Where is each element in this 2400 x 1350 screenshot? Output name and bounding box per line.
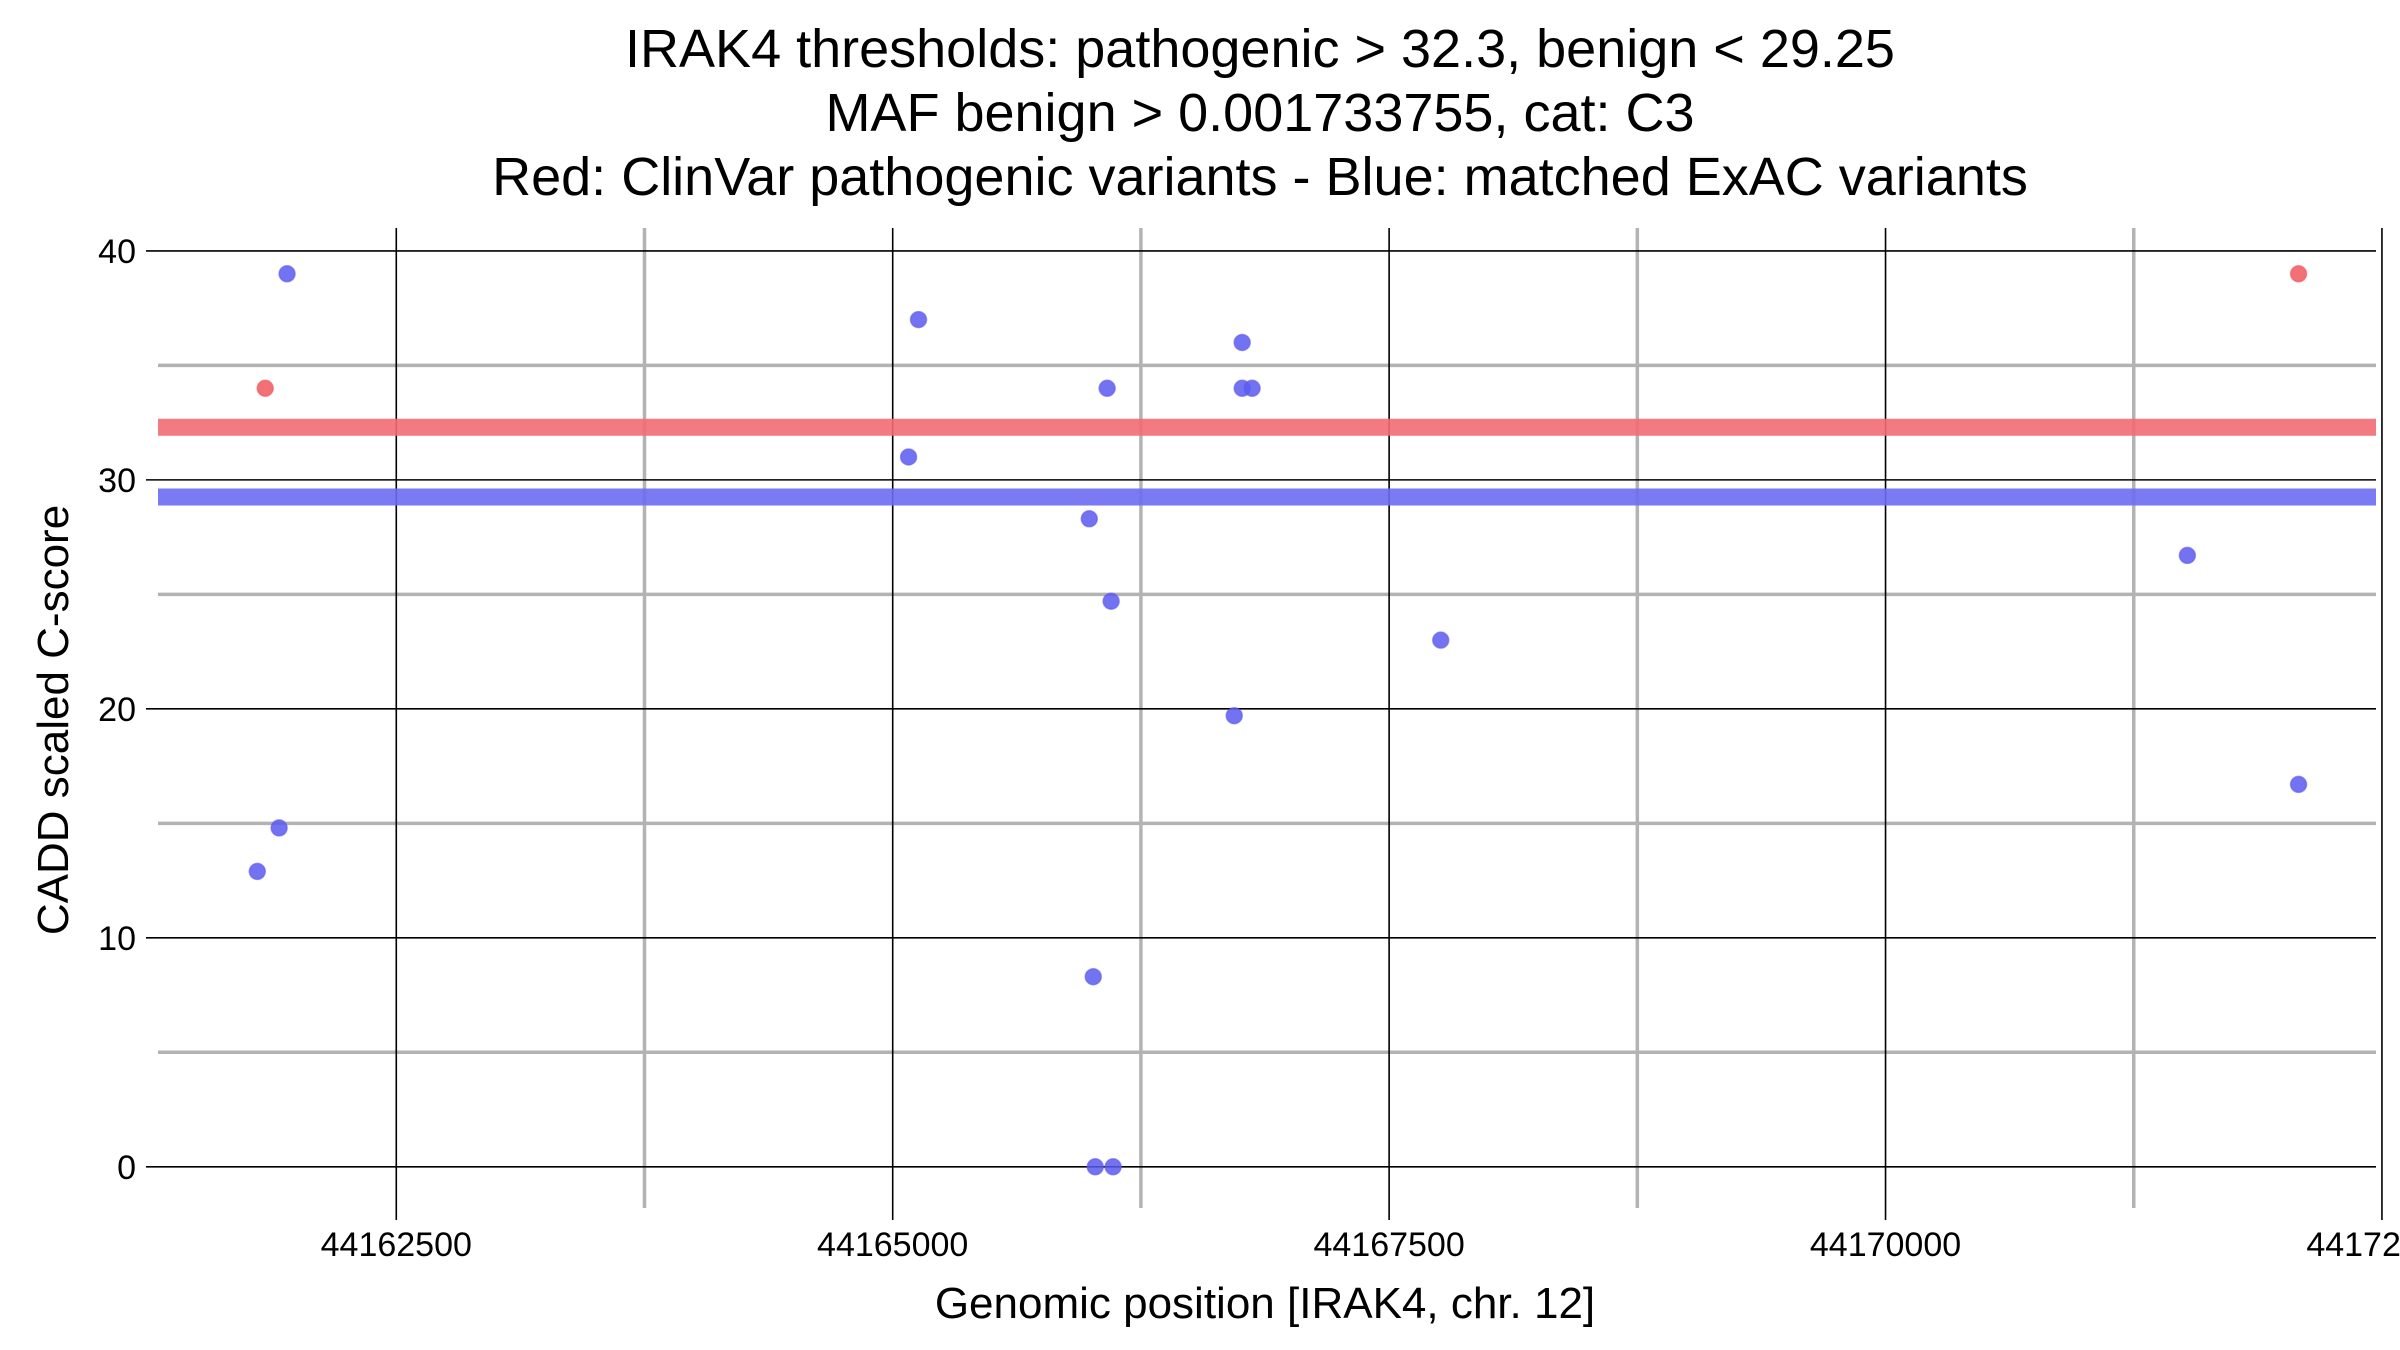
exac-variant-point (1098, 379, 1116, 398)
x-axis-label: Genomic position [IRAK4, chr. 12] (935, 1279, 1595, 1328)
exac-variant-point (278, 265, 296, 283)
exac-variant-point (1243, 379, 1261, 398)
y-tick-label: 20 (98, 691, 136, 729)
exac-variant-point (2178, 546, 2197, 565)
y-tick-label: 10 (98, 920, 136, 958)
exac-variant-point (1233, 333, 1251, 352)
x-tick-label: 44165000 (817, 1226, 968, 1264)
exac-variant-point (1102, 592, 1120, 610)
chart-title-line-3: Red: ClinVar pathogenic variants - Blue:… (492, 147, 2028, 207)
y-tick-label: 30 (98, 462, 136, 500)
exac-variant-point (1084, 967, 1103, 986)
y-tick-label: 0 (117, 1149, 136, 1187)
x-tick-label: 44167500 (1313, 1226, 1464, 1264)
data-points (248, 265, 2308, 1176)
y-axis-label: CADD scaled C-score (29, 505, 78, 935)
exac-variant-point (899, 448, 918, 466)
x-tick-label: 44162500 (321, 1226, 472, 1264)
chart-title-line-2: MAF benign > 0.001733755, cat: C3 (825, 83, 1694, 143)
exac-variant-point (2289, 775, 2308, 794)
exac-variant-point (270, 819, 288, 837)
exac-variant-point (1086, 1158, 1104, 1176)
y-tick-label: 40 (98, 233, 136, 271)
minor-gridlines (158, 228, 2376, 1208)
exac-variant-point (1080, 510, 1099, 528)
x-tick-label: 44170000 (1810, 1226, 1961, 1264)
chart-title: IRAK4 thresholds: pathogenic > 32.3, ben… (492, 19, 2028, 207)
threshold-lines (158, 418, 2376, 506)
clinvar-pathogenic-point (256, 379, 274, 398)
major-gridlines (146, 228, 2383, 1220)
exac-variant-point (1104, 1158, 1122, 1176)
exac-variant-point (1225, 706, 1243, 725)
x-tick-label: 44172500 (2306, 1226, 2400, 1264)
chart-title-line-1: IRAK4 thresholds: pathogenic > 32.3, ben… (625, 19, 1895, 79)
x-axis-ticks: 44162500 44165000 44167500 44170000 44172500 (321, 1226, 2400, 1264)
exac-variant-point (248, 862, 267, 881)
y-axis-ticks: 0 10 20 30 40 (98, 233, 136, 1187)
exac-variant-point (1431, 631, 1450, 649)
clinvar-pathogenic-point (2289, 265, 2308, 283)
exac-variant-point (909, 310, 928, 329)
